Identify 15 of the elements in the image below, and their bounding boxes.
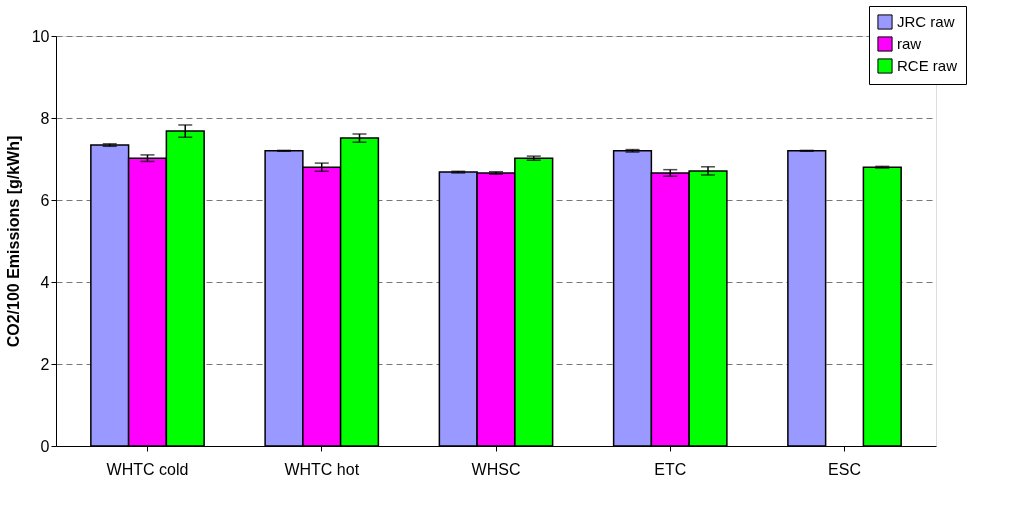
x-tick-label: WHTC cold (106, 460, 189, 478)
y-axis-title: CO2/100 Emissions [g/kWh] (4, 135, 22, 348)
legend-label: JRC raw (897, 13, 955, 30)
y-tick-label: 0 (40, 437, 50, 455)
y-tick-label: 4 (40, 273, 50, 291)
legend-label: RCE raw (897, 57, 958, 74)
x-tick-label: ETC (654, 460, 687, 478)
x-tick-label: WHTC hot (284, 460, 360, 478)
x-tick-label: WHSC (471, 460, 521, 478)
y-tick-label: 8 (40, 109, 50, 127)
y-tick-label: 6 (40, 191, 50, 209)
legend-label: raw (897, 35, 922, 52)
y-tick-label: 2 (40, 355, 50, 373)
y-tick-label: 10 (31, 27, 50, 45)
x-tick-label: ESC (828, 460, 861, 478)
